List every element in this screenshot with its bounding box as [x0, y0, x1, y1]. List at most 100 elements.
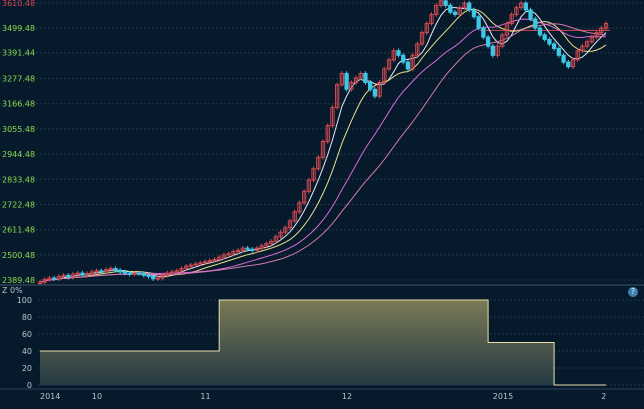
candlestick-series[interactable]: [37, 0, 609, 286]
candle-body: [353, 77, 359, 84]
candle-body: [212, 258, 217, 262]
candle-body: [70, 273, 76, 278]
indicator-tick-label: 40: [22, 347, 32, 356]
price-tick-label: 3277.48: [2, 75, 35, 84]
candle-body: [56, 275, 62, 280]
candle-body: [603, 23, 609, 29]
candle-body: [580, 45, 585, 52]
candle-body: [396, 50, 401, 56]
time-tick-label: 2015: [493, 392, 513, 401]
price-tick-label: 2389.48: [2, 276, 35, 285]
candle-body: [490, 45, 495, 56]
candle-body: [89, 271, 95, 275]
candle-body: [504, 23, 510, 36]
time-tick-label: 10: [92, 392, 102, 401]
candle-body: [146, 274, 151, 277]
candle-body: [207, 260, 212, 263]
candle-body: [75, 272, 80, 275]
price-tick-label: 3166.48: [2, 100, 35, 109]
indicator-label: Z 0%: [2, 286, 23, 295]
candle-body: [467, 2, 472, 11]
candle-body: [476, 16, 481, 29]
candle-body: [259, 245, 264, 249]
candle-body: [301, 190, 307, 204]
candle-body: [448, 4, 453, 13]
candle-body: [179, 268, 184, 272]
candle-body: [481, 27, 486, 38]
question-icon[interactable]: ?: [628, 287, 638, 297]
candle-body: [410, 54, 415, 70]
candle-body: [37, 281, 43, 285]
candle-body: [188, 264, 194, 267]
candle-body: [113, 268, 118, 271]
candle-body: [485, 36, 491, 47]
time-tick-label: 11: [200, 392, 210, 401]
price-tick-label: 3610.48: [2, 0, 35, 8]
candle-body: [500, 34, 505, 47]
candle-body: [419, 32, 425, 45]
candle-body: [245, 247, 250, 250]
candle-body: [155, 277, 161, 280]
candle-body: [320, 140, 326, 158]
candle-body: [231, 251, 236, 255]
candle-body: [391, 50, 396, 61]
candle-body: [325, 125, 330, 142]
candle-body: [217, 256, 222, 260]
candle-body: [556, 47, 561, 56]
candle-body: [528, 9, 533, 20]
candle-body: [103, 269, 109, 272]
candle-body: [495, 45, 500, 56]
candle-body: [575, 50, 580, 61]
candle-body: [542, 34, 547, 40]
candle-body: [254, 247, 260, 251]
indicator-series: [40, 299, 606, 386]
candle-body: [297, 202, 302, 213]
candle-body: [438, 0, 444, 6]
candle-body: [141, 273, 146, 276]
candle-body: [184, 265, 189, 270]
candle-body: [514, 7, 519, 15]
candle-body: [401, 54, 406, 63]
candle-body: [471, 9, 477, 18]
indicator-line: [40, 299, 606, 386]
candle-body: [363, 72, 368, 84]
candle-body: [160, 274, 165, 279]
candle-body: [462, 2, 467, 9]
candle-body: [278, 231, 283, 238]
candle-body: [452, 11, 458, 15]
candle-body: [132, 272, 137, 275]
candle-body: [174, 270, 179, 273]
candle-body: [405, 61, 411, 70]
candle-body: [523, 2, 528, 11]
candle-body: [424, 23, 429, 34]
candle-body: [85, 273, 90, 276]
time-tick-label: 12: [342, 392, 352, 401]
candle-body: [66, 274, 71, 278]
candle-body: [283, 227, 288, 233]
indicator-tick-label: 80: [22, 313, 32, 322]
price-tick-label: 2722.48: [2, 200, 35, 209]
candle-body: [443, 0, 448, 6]
candle-body: [42, 278, 47, 283]
candle-body: [273, 236, 278, 242]
candle-body: [292, 211, 297, 222]
candle-body: [221, 254, 227, 258]
candle-body: [377, 82, 382, 97]
candle-body: [584, 41, 590, 47]
candle-body: [589, 36, 595, 43]
candle-body: [570, 59, 576, 68]
candle-body: [306, 179, 312, 192]
candle-body: [240, 247, 245, 251]
candle-body: [287, 220, 293, 229]
price-tick-label: 3055.48: [2, 125, 35, 134]
price-axis: 3610.48 3499.48 3391.44 3277.48 3166.48 3055.…: [2, 0, 35, 285]
time-axis: 2014 10 11 12 2015 2: [40, 392, 606, 401]
candle-body: [316, 156, 321, 170]
candle-body: [264, 243, 269, 247]
candle-body: [434, 4, 439, 15]
candle-body: [537, 27, 543, 36]
candle-body: [165, 272, 170, 276]
candle-body: [198, 262, 203, 265]
price-tick-label: 2611.48: [2, 226, 35, 235]
